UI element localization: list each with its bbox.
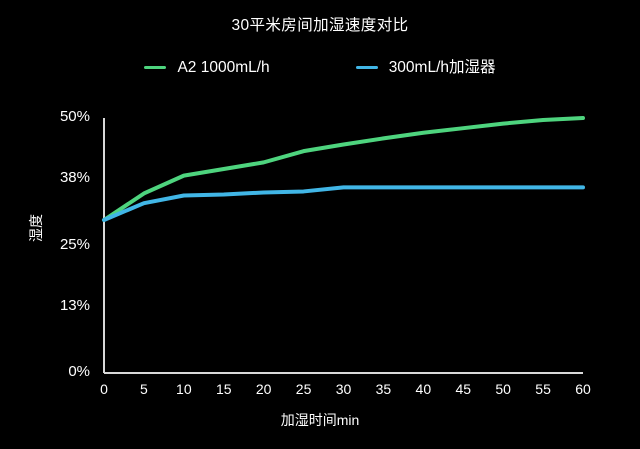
x-tick-label: 45 [455, 381, 472, 397]
legend-label-series-2: 300mL/h加湿器 [388, 59, 496, 76]
x-tick-label: 35 [375, 381, 392, 397]
x-tick-label: 25 [295, 381, 312, 397]
legend-label-series-1: A2 1000mL/h [177, 59, 270, 76]
legend-item-series-2[interactable]: 300mL/h加湿器 [355, 59, 496, 76]
series-line-2 [102, 185, 585, 222]
x-tick-label: 20 [255, 381, 272, 397]
x-tick-label: 15 [215, 381, 232, 397]
y-tick-label: 0% [68, 363, 90, 380]
x-tick-label: 55 [535, 381, 551, 397]
x-tick-label: 60 [575, 381, 591, 397]
legend-item-series-1[interactable]: A2 1000mL/h [144, 59, 270, 76]
y-tick-label: 25% [59, 235, 90, 253]
y-tick-label: 13% [59, 296, 90, 314]
y-axis-title: 湿度 [28, 214, 44, 242]
x-axis-title: 加湿时间min [280, 412, 360, 428]
legend-swatch-series-2 [355, 66, 378, 70]
y-tick-label: 38% [59, 169, 90, 187]
x-tick-label: 0 [100, 381, 108, 397]
y-tick-label: 50% [59, 108, 90, 125]
x-tick-label: 30 [335, 381, 352, 397]
x-tick-label: 5 [140, 381, 148, 397]
x-tick-label: 40 [415, 381, 432, 397]
chart-legend: A2 1000mL/h 300mL/h加湿器 [0, 60, 640, 76]
x-tick-label: 10 [176, 381, 192, 397]
chart-title: 30平米房间加湿速度对比 [231, 17, 409, 34]
x-tick-label: 50 [495, 381, 511, 397]
series-line-1 [102, 116, 585, 222]
legend-swatch-series-1 [144, 66, 167, 70]
